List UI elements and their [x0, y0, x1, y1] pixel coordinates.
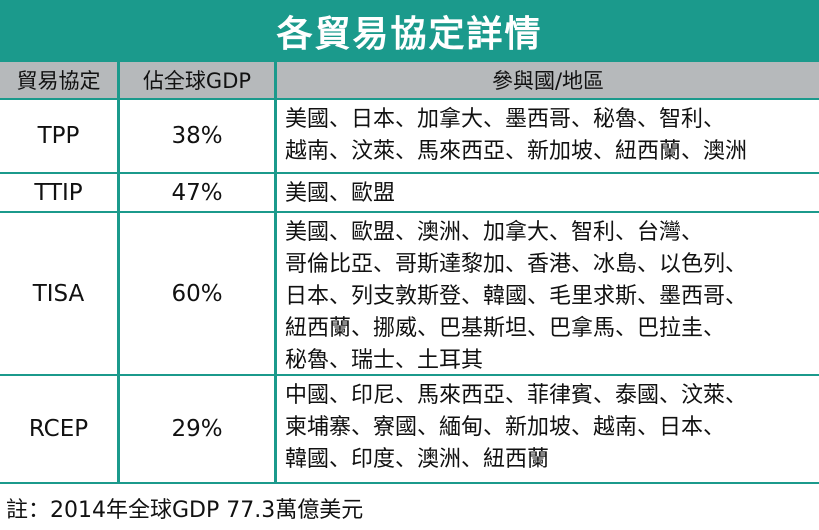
- gdp-share-cell: 38%: [120, 100, 277, 172]
- header-agreement: 貿易協定: [0, 62, 120, 98]
- members-cell: 中國、印尼、馬來西亞、菲律賓、泰國、汶萊、 柬埔寨、寮國、緬甸、新加坡、越南、日…: [285, 383, 748, 472]
- table-body: TPP 38% 美國、日本、加拿大、墨西哥、秘魯、智利、 越南、汶萊、馬來西亞、…: [0, 100, 819, 484]
- table-row: TTIP 47% 美國、歐盟: [0, 174, 819, 213]
- agreement-cell: RCEP: [0, 376, 120, 482]
- gdp-share-cell: 60%: [120, 213, 277, 374]
- table-header: 貿易協定 佔全球GDP 參與國/地區: [0, 62, 819, 100]
- table-title: 各貿易協定詳情: [0, 0, 819, 62]
- footnote: 註：2014年全球GDP 77.3萬億美元: [6, 498, 364, 523]
- table-row: RCEP 29% 中國、印尼、馬來西亞、菲律賓、泰國、汶萊、 柬埔寨、寮國、緬甸…: [0, 376, 819, 484]
- agreement-cell: TPP: [0, 100, 120, 172]
- members-cell: 美國、歐盟、澳洲、加拿大、智利、台灣、 哥倫比亞、哥斯達黎加、香港、冰島、以色列…: [285, 220, 748, 373]
- header-gdp-share: 佔全球GDP: [120, 62, 277, 98]
- table-row: TISA 60% 美國、歐盟、澳洲、加拿大、智利、台灣、 哥倫比亞、哥斯達黎加、…: [0, 213, 819, 376]
- members-cell: 美國、歐盟: [285, 181, 396, 206]
- agreement-cell: TISA: [0, 213, 120, 374]
- table-row: TPP 38% 美國、日本、加拿大、墨西哥、秘魯、智利、 越南、汶萊、馬來西亞、…: [0, 100, 819, 174]
- gdp-share-cell: 29%: [120, 376, 277, 482]
- gdp-share-cell: 47%: [120, 174, 277, 211]
- header-members: 參與國/地區: [491, 69, 605, 93]
- members-cell: 美國、日本、加拿大、墨西哥、秘魯、智利、 越南、汶萊、馬來西亞、新加坡、紐西蘭、…: [285, 107, 748, 164]
- agreement-cell: TTIP: [0, 174, 120, 211]
